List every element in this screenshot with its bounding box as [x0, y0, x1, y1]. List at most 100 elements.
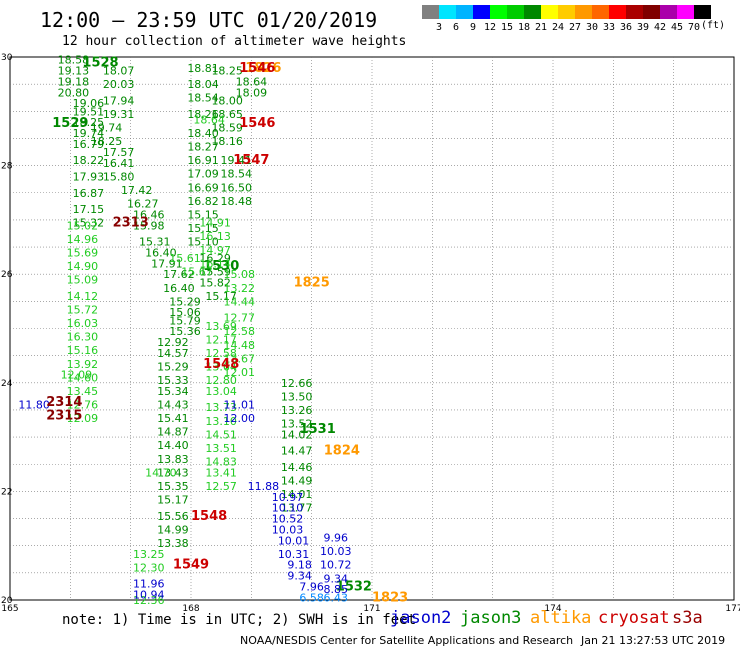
wave-height-value: 10.03 — [272, 523, 304, 536]
pass-label: 1824 — [324, 444, 360, 459]
wave-height-value: 13.64 — [205, 361, 237, 374]
wave-height-value: 12.58 — [205, 347, 237, 360]
wave-height-value: 15.56 — [157, 510, 189, 523]
pass-label: 1532 — [336, 579, 372, 594]
wave-height-value: 18.00 — [211, 94, 243, 107]
wave-height-value: 14.60 — [67, 371, 99, 384]
pass-label: 2313 — [113, 216, 149, 231]
chart-title: 12:00 – 23:59 UTC 01/20/2019 — [40, 8, 378, 32]
wave-height-value: 14.83 — [205, 456, 237, 469]
color-swatch — [490, 5, 507, 19]
y-tick-label: 22 — [1, 487, 12, 497]
wave-height-value: 15.61 — [169, 252, 201, 265]
wave-height-value: 14.51 — [205, 428, 237, 441]
wave-height-value: 13.26 — [281, 404, 313, 417]
wave-height-value: 15.29 — [169, 295, 201, 308]
color-swatch — [439, 5, 456, 19]
wave-height-value: 13.67 — [224, 352, 256, 365]
wave-height-value: 7.96 — [299, 580, 324, 593]
color-scale-label: 15 — [500, 22, 514, 33]
chart-subtitle: 12 hour collection of altimeter wave hei… — [62, 34, 407, 49]
wave-height-value: 9.34 — [324, 572, 349, 585]
wave-height-value: 17.42 — [121, 184, 153, 197]
wave-height-value: 14.97 — [199, 244, 231, 257]
wave-height-value: 18.09 — [236, 86, 268, 99]
wave-height-value: 15.29 — [157, 361, 189, 374]
wave-height-value: 18.16 — [211, 135, 243, 148]
wave-height-value: 19.41 — [221, 154, 253, 167]
wave-height-value: 13.92 — [67, 358, 99, 371]
wave-height-value: 13.83 — [157, 453, 189, 466]
wave-height-value: 16.14 — [199, 257, 231, 270]
pass-label: 2315 — [46, 408, 82, 423]
wave-height-value: 14.96 — [67, 233, 99, 246]
wave-height-value: 6.43 — [324, 591, 349, 604]
wave-height-value: 19.74 — [91, 122, 123, 135]
pass-label: 1528 — [82, 55, 118, 70]
wave-height-value: 10.31 — [278, 548, 310, 561]
wave-height-value: 12.17 — [205, 333, 237, 346]
footer-note: note: 1) Time is in UTC; 2) SWH is in fe… — [62, 612, 417, 628]
wave-height-value: 15.31 — [139, 236, 171, 249]
wave-height-value: 16.40 — [145, 246, 177, 259]
wave-height-value: 13.45 — [67, 385, 99, 398]
wave-height-value: 19.51 — [73, 105, 105, 118]
wave-height-value: 17.15 — [73, 203, 105, 216]
color-swatch — [456, 5, 473, 19]
wave-height-value: 12.80 — [205, 374, 237, 387]
x-tick-label: 168 — [182, 604, 199, 614]
wave-height-value: 15.72 — [67, 303, 99, 316]
wave-height-value: 14.02 — [281, 428, 313, 441]
wave-height-value: 10.10 — [272, 502, 304, 515]
wave-height-value: 19.13 — [58, 65, 90, 78]
wave-height-value: 13.69 — [205, 320, 237, 333]
color-scale-unit: (ft) — [701, 20, 726, 31]
wave-height-value: 17.93 — [73, 170, 105, 183]
wave-height-value: 18.40 — [187, 127, 219, 140]
wave-height-value: 15.09 — [67, 274, 99, 287]
wave-height-value: 18.25 — [73, 116, 105, 129]
wave-height-value: 14.48 — [224, 339, 256, 352]
credit-text: NOAA/NESDIS Center for Satellite Applica… — [240, 634, 574, 647]
wave-height-value: 12.66 — [281, 377, 313, 390]
wave-height-value: 13.22 — [224, 282, 256, 295]
color-scale-label: 24 — [551, 22, 565, 33]
wave-height-value: 18.25 — [211, 65, 243, 78]
wave-height-value: 9.18 — [287, 559, 312, 572]
wave-height-value: 20.03 — [103, 78, 135, 91]
wave-height-value: 9.34 — [287, 570, 312, 583]
wave-height-value: 13.50 — [281, 390, 313, 403]
wave-height-value: 14.43 — [157, 399, 189, 412]
wave-height-value: 16.13 — [199, 230, 231, 243]
wave-height-value: 10.01 — [278, 534, 310, 547]
wave-height-value: 15.17 — [157, 494, 189, 507]
wave-height-value: 14.90 — [67, 260, 99, 273]
wave-height-value: 13.41 — [205, 466, 237, 479]
wave-height-value: 15.08 — [224, 268, 256, 281]
color-swatch — [626, 5, 643, 19]
wave-height-value: 18.58 — [58, 54, 90, 67]
color-swatch — [677, 5, 694, 19]
wave-height-value: 16.30 — [67, 331, 99, 344]
color-swatch — [473, 5, 490, 19]
pass-label: 1546 — [239, 116, 275, 131]
legend-item-jason2: jason2 — [390, 608, 452, 628]
wave-height-value: 18.04 — [187, 78, 219, 91]
wave-height-value: 13.51 — [205, 442, 237, 455]
wave-height-value: 15.36 — [169, 325, 201, 338]
color-scale-label: 18 — [517, 22, 531, 33]
wave-height-value: 12.77 — [224, 312, 256, 325]
color-scale-label: 21 — [534, 22, 548, 33]
wave-height-value: 14.87 — [157, 426, 189, 439]
color-swatch — [694, 5, 711, 19]
wave-height-value: 12.76 — [67, 399, 99, 412]
wave-height-value: 14.44 — [224, 295, 256, 308]
pass-label: 1529 — [52, 116, 88, 131]
color-swatch — [609, 5, 626, 19]
wave-height-value: 6.58 — [299, 591, 324, 604]
wave-height-value: 10.52 — [272, 513, 304, 526]
wave-height-value: 14.70 — [145, 466, 177, 479]
wave-height-value: 15.17 — [205, 290, 237, 303]
wave-height-value: 15.15 — [187, 222, 219, 235]
